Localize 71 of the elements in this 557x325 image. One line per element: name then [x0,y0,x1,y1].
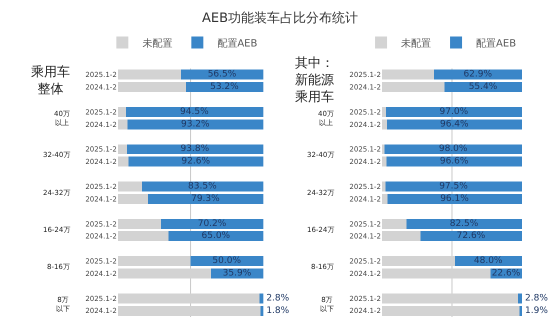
chart-title: AEB功能装车占比分布统计 [202,11,358,26]
bar [118,194,148,204]
data-label: 96.1% [440,194,470,204]
data-label: 2.8% [266,293,290,304]
bar [128,156,264,167]
bar [118,144,127,154]
bar [382,119,387,130]
bar [382,70,434,80]
bar [386,156,522,167]
bar [406,218,522,229]
data-label: 70.2% [198,218,227,229]
data-label: 1.9% [525,306,548,316]
bar [519,306,522,316]
bar [382,194,388,204]
data-label: 82.5% [450,218,479,229]
bar [142,182,264,192]
bar [518,293,522,304]
data-label: 96.4% [440,119,470,130]
data-label: 83.5% [188,182,218,192]
legend-label: 配置AEB [476,37,516,50]
legend-label: 未配置 [142,37,172,50]
bar [118,218,162,229]
data-label: 98.0% [438,144,468,154]
bar [382,156,387,167]
bar [118,106,126,117]
bar [118,119,128,130]
bar [118,70,182,80]
data-label: 96.6% [440,156,469,167]
data-label: 79.3% [191,194,220,204]
data-label: 93.2% [180,119,210,130]
data-label: 97.0% [440,106,469,117]
bar [382,218,406,229]
data-label: 50.0% [212,256,242,266]
data-label: 2.8% [525,293,548,304]
text: 乘用车整体 [31,65,70,97]
data-label: 92.6% [181,156,210,167]
bar [168,231,264,242]
legend-label: 配置AEB [217,37,258,50]
bar [382,82,444,92]
bar [148,194,264,204]
data-label: 48.0% [474,256,503,266]
bar [126,106,264,117]
bar [118,182,142,192]
bar [161,218,264,229]
data-label: 53.2% [210,82,240,92]
data-label: 1.8% [266,306,290,316]
data-label: 56.5% [208,70,237,80]
bar [382,182,386,192]
data-label: 72.6% [456,231,486,242]
data-label: 22.6% [492,268,521,279]
bar [118,82,186,92]
bar [118,231,169,242]
bar [118,156,129,167]
bar [382,231,420,242]
data-label: 35.9% [222,268,252,279]
bar [382,106,386,117]
legend-label: 未配置 [401,37,432,50]
bar [387,194,522,204]
data-label: 93.8% [180,144,210,154]
data-label: 97.5% [439,182,468,192]
text: 其中：新能源乘用车 [295,56,334,105]
bar [260,306,264,316]
data-label: 55.4% [468,82,498,92]
bar [386,119,522,130]
data-label: 62.9% [463,70,492,80]
bar [128,119,264,130]
bar [420,231,522,242]
bar [386,106,522,117]
bar [385,182,522,192]
data-label: 94.5% [180,106,210,117]
data-label: 65.0% [202,231,231,242]
